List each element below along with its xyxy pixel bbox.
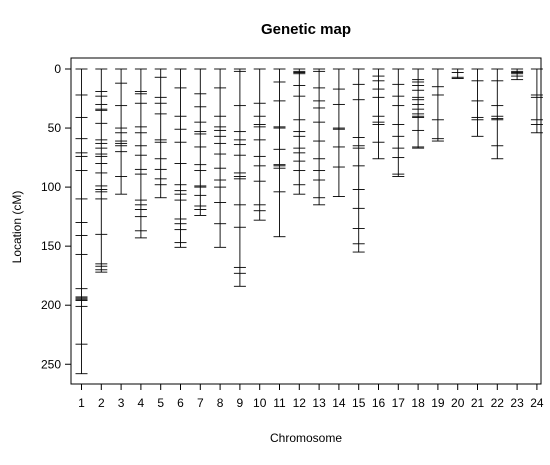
x-tick-label: 3 [118,396,125,410]
x-tick-label: 2 [98,396,105,410]
y-tick-label: 0 [54,62,61,76]
x-axis: 1 2 3 4 5 6 7 8 9 10 11 12 13 14 15 16 17 18 19 20 21 22 23 24 [78,384,544,410]
x-tick-label: 5 [157,396,164,410]
x-tick-label: 8 [217,396,224,410]
x-tick-label: 17 [392,396,406,410]
chromosome-1 [75,68,88,375]
x-tick-label: 15 [352,396,366,410]
chromosome-9 [233,68,246,287]
x-tick-label: 6 [177,396,184,410]
x-tick-label: 20 [451,396,465,410]
chromosome-5 [154,68,167,199]
y-tick-label: 50 [48,121,62,135]
x-tick-label: 24 [530,396,544,410]
x-tick-label: 23 [510,396,524,410]
y-axis: 0 50 100 150 200 250 [41,62,71,371]
chromosome-21 [471,68,484,137]
chromosome-10 [253,68,266,221]
chromosome-13 [313,68,326,206]
chromosome-14 [332,68,345,197]
x-tick-label: 11 [273,396,286,410]
y-tick-label: 250 [41,357,61,371]
x-tick-label: 21 [471,396,485,410]
chromosome-11 [273,68,286,238]
plot-frame [70,57,542,385]
x-tick-label: 12 [293,396,307,410]
y-axis-label: Location (cM) [10,191,24,264]
x-tick-label: 18 [411,396,425,410]
x-tick-label: 14 [332,396,346,410]
y-tick-label: 200 [41,298,61,312]
x-axis-label: Chromosome [270,431,342,445]
chromosome-marks [75,68,543,375]
x-tick-label: 9 [237,396,244,410]
chromosome-12 [293,68,306,195]
chromosome-19 [431,68,444,142]
chromosome-20 [451,68,464,79]
chromosome-16 [372,68,385,160]
x-tick-label: 19 [431,396,445,410]
chromosome-18 [412,68,425,149]
chromosome-3 [115,68,128,195]
x-tick-label: 1 [78,396,85,410]
x-tick-label: 10 [253,396,267,410]
chart-title: Genetic map [261,21,351,38]
x-tick-label: 16 [372,396,386,410]
chromosome-4 [134,68,147,239]
chromosome-24 [530,68,543,134]
chromosome-2 [95,68,108,273]
chromosome-17 [392,68,405,177]
chromosome-15 [352,68,365,253]
chromosome-23 [511,68,524,81]
chromosome-7 [194,68,207,216]
x-tick-label: 22 [491,396,505,410]
chromosome-6 [174,68,187,248]
x-tick-label: 13 [312,396,326,410]
y-tick-label: 100 [41,180,61,194]
chromosome-8 [214,68,227,248]
y-tick-label: 150 [41,239,61,253]
x-tick-label: 4 [138,396,145,410]
x-tick-label: 7 [197,396,204,410]
chromosome-22 [491,68,504,160]
